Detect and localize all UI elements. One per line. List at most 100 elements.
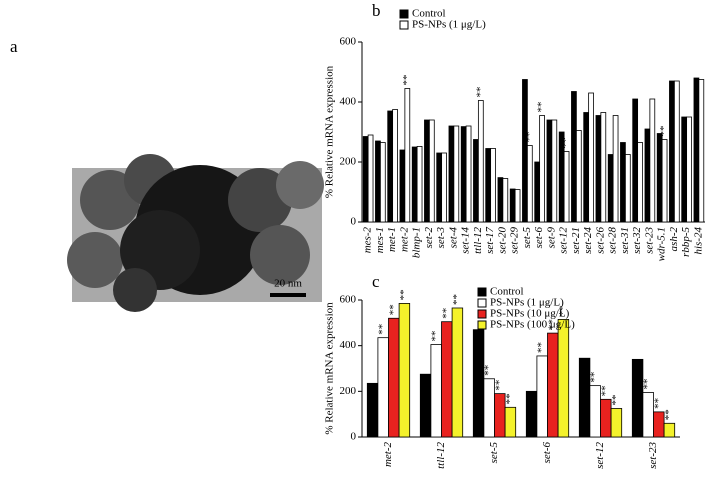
- significance-mark: **: [536, 342, 548, 353]
- legend-swatch: [399, 9, 409, 19]
- bar: [375, 140, 381, 223]
- x-tick-label: set-6: [533, 227, 545, 249]
- bar: [497, 177, 504, 223]
- bar: [656, 133, 663, 223]
- bar: [362, 136, 369, 223]
- bar: [612, 115, 619, 223]
- bar: [441, 321, 453, 438]
- x-tick-label: set-5: [488, 442, 500, 464]
- x-tick-label: set-20: [496, 227, 508, 254]
- bar: [392, 109, 398, 223]
- x-tick-label: set-12: [558, 227, 570, 254]
- bar: [490, 148, 496, 223]
- bar: [388, 317, 400, 438]
- bar: [448, 125, 455, 223]
- x-tick-label: set-4: [447, 227, 459, 249]
- legend-label: Control: [490, 286, 524, 298]
- significance-mark: **: [377, 324, 389, 335]
- x-tick-label: met-1: [386, 227, 398, 252]
- bar: [571, 91, 577, 223]
- significance-mark: **: [493, 380, 505, 391]
- x-tick-label: set-21: [570, 227, 582, 254]
- x-tick-label: ash-2: [668, 227, 680, 252]
- bar: [367, 134, 374, 223]
- bar: [546, 119, 553, 223]
- x-tick-label: set-26: [594, 227, 606, 254]
- y-tick-label: 0: [351, 216, 357, 228]
- bar: [522, 79, 528, 223]
- bar: [698, 79, 705, 223]
- bar: [504, 406, 517, 438]
- legend-label: PS-NPs (1 μg/L): [412, 19, 486, 31]
- significance-mark: **: [658, 126, 670, 137]
- bar: [575, 130, 582, 223]
- bar: [416, 145, 423, 223]
- bar: [424, 119, 430, 223]
- bar: [525, 390, 538, 438]
- bar: [600, 112, 607, 223]
- bar: [583, 112, 590, 223]
- panel-label: a: [10, 37, 18, 56]
- bar: [578, 357, 591, 438]
- bar: [411, 146, 418, 223]
- significance-mark: **: [536, 102, 548, 113]
- bar: [610, 408, 623, 438]
- significance-mark: **: [663, 409, 675, 420]
- y-tick-label: 600: [340, 294, 357, 306]
- x-tick-label: set-24: [582, 227, 594, 254]
- bar: [620, 142, 626, 223]
- significance-mark: **: [430, 331, 442, 342]
- x-tick-label: set-9: [545, 227, 557, 249]
- legend-swatch: [477, 298, 487, 308]
- significance-mark: **: [401, 75, 413, 86]
- x-tick-label: met-2: [398, 227, 410, 253]
- bar: [514, 189, 521, 223]
- bar: [451, 307, 464, 438]
- x-tick-label: ttll-12: [472, 227, 484, 254]
- legend-swatch: [477, 287, 487, 297]
- significance-mark: **: [589, 372, 601, 383]
- bar: [473, 139, 479, 223]
- legend-label: PS-NPs (1 μg/L): [490, 297, 564, 309]
- significance-mark: **: [610, 394, 622, 405]
- bar: [526, 145, 533, 223]
- scale-bar-label: 20 nm: [274, 278, 302, 290]
- x-tick-label: set-29: [509, 227, 521, 254]
- bar: [539, 115, 545, 223]
- x-tick-label: set-28: [607, 227, 619, 254]
- significance-mark: **: [398, 289, 410, 300]
- x-tick-label: set-3: [435, 227, 447, 249]
- significance-mark: **: [440, 308, 452, 319]
- bar: [595, 115, 602, 223]
- significance-mark: **: [474, 87, 486, 98]
- y-tick-label: 0: [351, 431, 357, 443]
- y-axis-label: % Relative mRNA expression: [324, 65, 336, 198]
- x-tick-label: set-2: [423, 227, 435, 249]
- legend-swatch: [399, 20, 409, 30]
- x-tick-label: set-5: [521, 227, 533, 249]
- y-tick-label: 400: [340, 339, 357, 351]
- x-tick-label: mes-1: [374, 227, 386, 253]
- x-tick-label: ttll-12: [435, 442, 447, 469]
- bar: [465, 125, 472, 223]
- bar: [472, 329, 485, 438]
- bar: [669, 80, 675, 223]
- significance-mark: **: [560, 138, 572, 149]
- bar: [477, 100, 484, 223]
- bar: [649, 98, 656, 223]
- y-tick-label: 200: [340, 156, 357, 168]
- bar: [557, 319, 570, 438]
- bar: [536, 355, 548, 438]
- significance-mark: **: [652, 398, 664, 409]
- bar: [441, 152, 447, 223]
- x-tick-label: set-32: [631, 227, 643, 254]
- bar: [509, 188, 516, 223]
- bar: [624, 154, 631, 223]
- x-tick-label: set-6: [541, 442, 553, 464]
- bar: [637, 142, 643, 223]
- bar: [588, 92, 594, 223]
- y-tick-label: 200: [340, 385, 357, 397]
- bar: [377, 337, 389, 438]
- panel-label: c: [372, 272, 380, 291]
